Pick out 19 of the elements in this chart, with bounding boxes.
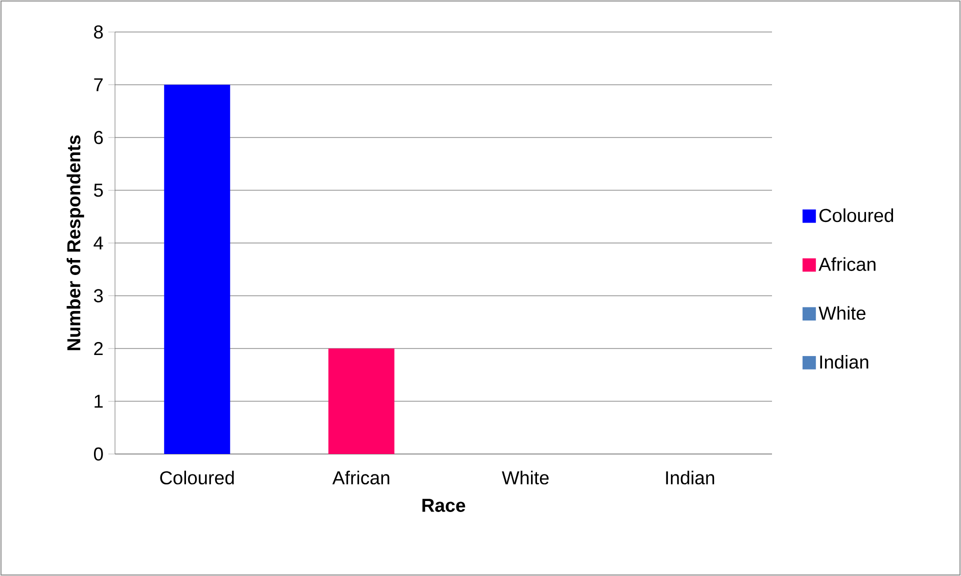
legend-label: White: [818, 306, 866, 320]
x-axis-title: Race: [422, 498, 466, 512]
y-tick-label: 3: [94, 289, 103, 302]
y-tick-label: 8: [94, 25, 103, 39]
y-tick-label: 1: [94, 394, 103, 408]
y-tick-label: 7: [94, 78, 103, 92]
y-axis-title: Number of Respondents: [66, 135, 84, 350]
x-tick-label: Indian: [666, 470, 714, 484]
y-tick-label: 4: [94, 236, 104, 250]
y-tick-label: 5: [94, 184, 103, 197]
y-tick-label: 2: [94, 342, 103, 356]
x-tick-label: Coloured: [160, 470, 234, 484]
y-tick-label: 6: [94, 130, 103, 144]
legend-label: Indian: [820, 354, 868, 369]
legend-label: Coloured: [819, 208, 894, 222]
y-tick-label: 0: [94, 447, 103, 461]
x-tick-label: African: [332, 470, 390, 484]
legend-label: African: [818, 257, 876, 271]
x-tick-label: White: [502, 470, 549, 484]
